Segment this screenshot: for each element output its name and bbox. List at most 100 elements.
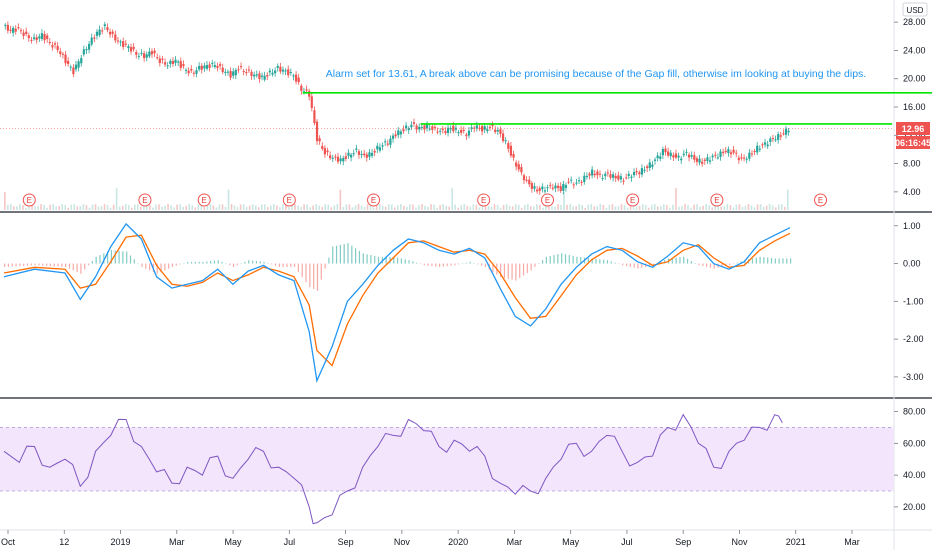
candle-body xyxy=(546,187,549,189)
earnings-marker[interactable] xyxy=(626,193,640,207)
candle-body xyxy=(218,64,222,66)
volume-bar xyxy=(596,206,599,210)
earnings-marker[interactable] xyxy=(710,193,724,207)
candle-body xyxy=(64,54,67,64)
candle-body xyxy=(93,37,96,39)
volume-bar xyxy=(34,206,36,210)
x-tick-label: Jul xyxy=(284,537,296,547)
earnings-marker[interactable] xyxy=(814,193,828,207)
candle-body xyxy=(25,31,28,35)
volume-bar xyxy=(762,206,765,210)
volume-bar xyxy=(602,204,605,210)
earnings-marker[interactable] xyxy=(541,193,555,207)
candle-body xyxy=(483,126,486,130)
volume-bar xyxy=(484,204,487,210)
volume-bar xyxy=(127,205,130,210)
earnings-marker[interactable] xyxy=(477,193,491,207)
candle-body xyxy=(80,57,83,64)
macd-histogram-bar xyxy=(473,263,475,264)
macd-histogram-bar xyxy=(293,263,296,267)
macd-histogram-bar xyxy=(320,263,322,280)
macd-histogram-bar xyxy=(168,263,170,269)
macd-histogram-bar xyxy=(202,261,204,264)
currency-badge[interactable] xyxy=(902,2,928,17)
macd-histogram-bar xyxy=(511,263,513,280)
volume-bar xyxy=(336,204,339,210)
y-tick-label: -2.00 xyxy=(903,334,924,344)
earnings-marker[interactable] xyxy=(367,193,381,207)
candle-body xyxy=(111,31,114,34)
candle-body xyxy=(161,58,164,60)
candle-body xyxy=(355,148,358,150)
x-tick-label: Sep xyxy=(338,537,354,547)
volume-bar xyxy=(73,204,76,210)
annotation-text[interactable]: Alarm set for 13.61, A break above can b… xyxy=(326,68,866,80)
macd-histogram-bar xyxy=(759,256,761,264)
candle-body xyxy=(784,128,788,135)
volume-bar xyxy=(351,207,354,210)
candle-body xyxy=(703,159,706,161)
volume-bar xyxy=(442,204,444,210)
volume-bar xyxy=(756,204,759,210)
volume-bar xyxy=(638,206,641,210)
volume-bar xyxy=(321,207,324,210)
macd-histogram-bar xyxy=(80,263,82,274)
macd-histogram-bar xyxy=(15,263,17,267)
x-tick-label: Mar xyxy=(844,537,860,547)
volume-bar xyxy=(481,205,484,210)
candle-body xyxy=(722,151,725,154)
candle-body xyxy=(300,85,303,91)
macd-histogram-bar xyxy=(213,260,216,264)
volume-bar xyxy=(581,204,584,210)
volume-bar xyxy=(605,207,608,210)
macd-histogram-bar xyxy=(770,258,773,264)
macd-histogram-bar xyxy=(400,258,403,264)
macd-histogram-bar xyxy=(412,261,414,264)
macd-histogram-bar xyxy=(416,262,418,264)
rsi-line[interactable] xyxy=(3,413,783,525)
volume-bar xyxy=(445,205,447,210)
volume-bar xyxy=(496,204,499,210)
volume-bar xyxy=(191,205,194,210)
earnings-marker[interactable] xyxy=(197,193,211,207)
candle-body xyxy=(150,51,154,55)
volume-bar xyxy=(777,204,780,210)
macd-histogram-bar xyxy=(553,255,555,264)
candle-body xyxy=(156,57,159,59)
earnings-marker-label: E xyxy=(714,196,719,205)
earnings-marker[interactable] xyxy=(138,193,152,207)
candle-body xyxy=(420,127,423,129)
earnings-marker[interactable] xyxy=(22,193,36,207)
candle-body xyxy=(255,74,258,76)
macd-histogram-bar xyxy=(95,256,97,264)
candle-body xyxy=(750,153,754,155)
macd-histogram-bar xyxy=(179,263,181,265)
candle-body xyxy=(166,65,169,67)
earnings-marker-label: E xyxy=(371,196,376,205)
macd-histogram-bar xyxy=(30,263,32,266)
volume-bar xyxy=(523,204,526,210)
signal-line[interactable] xyxy=(3,232,791,367)
candle-body xyxy=(318,138,321,142)
macd-histogram-bar xyxy=(339,244,341,264)
macd-histogram-bar xyxy=(660,261,662,264)
volume-bar xyxy=(318,205,320,210)
candle-body xyxy=(239,66,243,68)
macd-histogram-bar xyxy=(683,256,685,264)
candle-body xyxy=(486,129,489,132)
candle-body xyxy=(742,157,746,159)
candle-body xyxy=(48,41,51,43)
candle-body xyxy=(229,71,232,78)
candle-body xyxy=(182,64,185,67)
earnings-marker-label: E xyxy=(142,196,147,205)
macd-histogram-bar xyxy=(599,259,601,264)
earnings-marker[interactable] xyxy=(282,193,296,207)
macd-histogram-bar xyxy=(129,255,132,264)
macd-histogram-bar xyxy=(194,261,196,264)
macd-line[interactable] xyxy=(3,222,791,383)
macd-histogram-bar xyxy=(778,258,780,264)
macd-histogram-bar xyxy=(126,251,128,264)
volume-bar xyxy=(372,207,375,210)
volume-bar xyxy=(245,206,248,210)
